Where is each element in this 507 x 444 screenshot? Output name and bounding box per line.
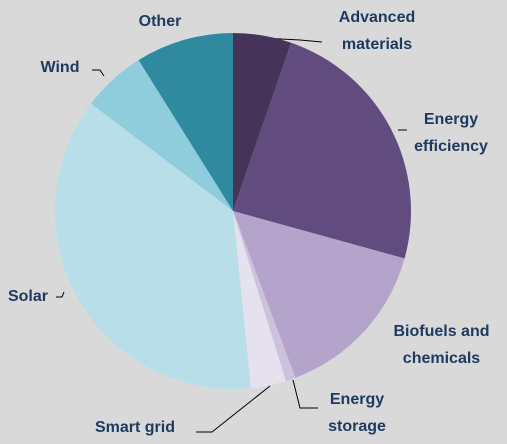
- slice-label: Advanced materials: [338, 9, 416, 53]
- leader-line: [196, 385, 271, 433]
- pie-slice: [233, 42, 411, 259]
- leader-line: [292, 379, 318, 409]
- leader-line: [56, 291, 65, 298]
- slice-label: Wind: [40, 59, 80, 76]
- pie-slice: [233, 211, 405, 378]
- slice-label: Energy storage: [328, 391, 386, 435]
- slice-label: Smart grid: [94, 419, 175, 436]
- slice-label: Energy efficiency: [414, 111, 488, 155]
- leader-line: [92, 69, 105, 77]
- slice-label: Biofuels and chemicals: [393, 323, 490, 367]
- leader-lines: [56, 37, 407, 433]
- pie-slice: [138, 33, 233, 211]
- pie-slice: [233, 211, 296, 381]
- pie-slice: [55, 103, 251, 390]
- pie-slice: [90, 60, 234, 211]
- pie-slice: [233, 211, 286, 389]
- pie-slice: [233, 33, 292, 211]
- slice-label: Other: [138, 13, 182, 30]
- slice-label: Solar: [7, 288, 48, 305]
